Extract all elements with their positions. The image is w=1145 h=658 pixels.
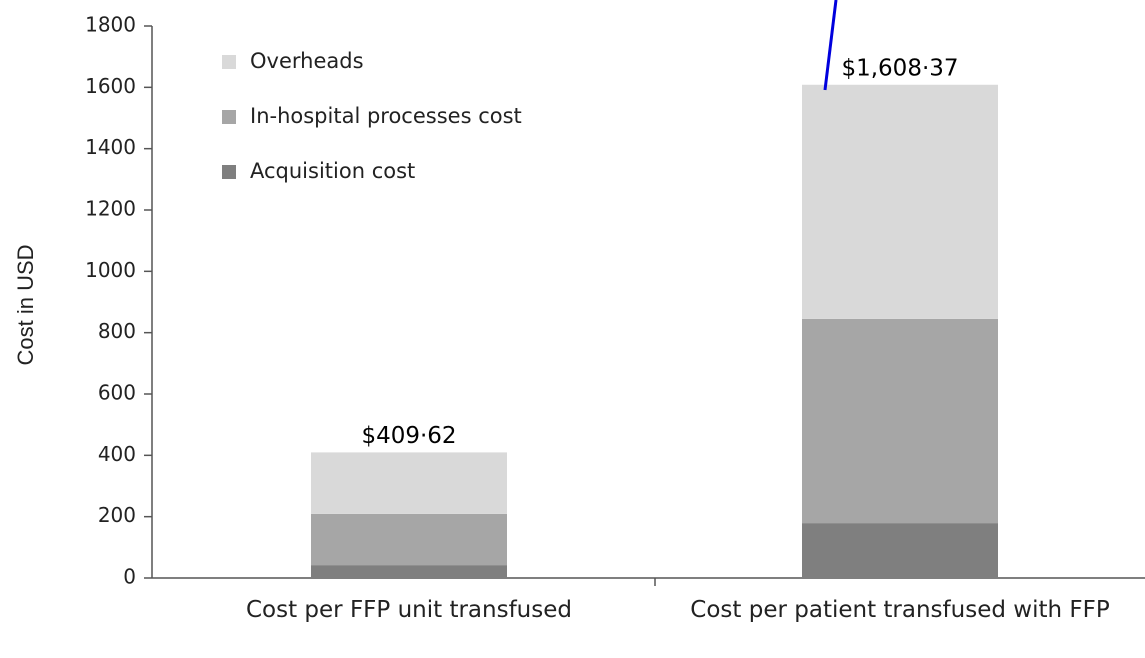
bar-segment: [311, 513, 507, 566]
y-tick-label: 1000: [85, 258, 136, 282]
y-tick-label: 400: [98, 442, 136, 466]
bar-segment: [311, 452, 507, 514]
y-tick-label: 1200: [85, 197, 136, 221]
legend-swatch: [222, 110, 236, 124]
total-label: $1,608·37: [841, 55, 958, 81]
legend-label: In-hospital processes cost: [250, 104, 522, 128]
y-axis-title: Cost in USD: [13, 244, 38, 365]
x-tick-label-line: Cost per FFP unit transfused: [246, 597, 572, 623]
bar-segment: [802, 84, 998, 319]
y-tick-label: 600: [98, 381, 136, 405]
annotation-line: [823, 0, 838, 91]
legend-label: Overheads: [250, 49, 364, 73]
legend-label: Acquisition cost: [250, 159, 415, 183]
y-tick-label: 800: [98, 319, 136, 343]
x-tick-label: Cost per patient transfused with FFP: [690, 597, 1110, 623]
legend-swatch: [222, 55, 236, 69]
y-tick-label: 1600: [85, 74, 136, 98]
y-tick-label: 200: [98, 503, 136, 527]
plot: 0 200 400 600 800 1000 1200 1400 1600 1800 $409·62…: [85, 13, 1110, 623]
y-tick-label: 1800: [85, 13, 136, 37]
bar-segment: [802, 318, 998, 524]
bar-segment: [802, 523, 998, 578]
total-label: $409·62: [361, 423, 456, 449]
y-tick-label: 0: [123, 565, 136, 589]
legend-swatch: [222, 165, 236, 179]
x-tick-label: Cost per FFP unit transfused: [246, 597, 572, 623]
bar-segment: [311, 565, 507, 578]
y-tick-label: 1400: [85, 135, 136, 159]
x-tick-label-line: Cost per patient transfused with FFP: [690, 597, 1110, 623]
